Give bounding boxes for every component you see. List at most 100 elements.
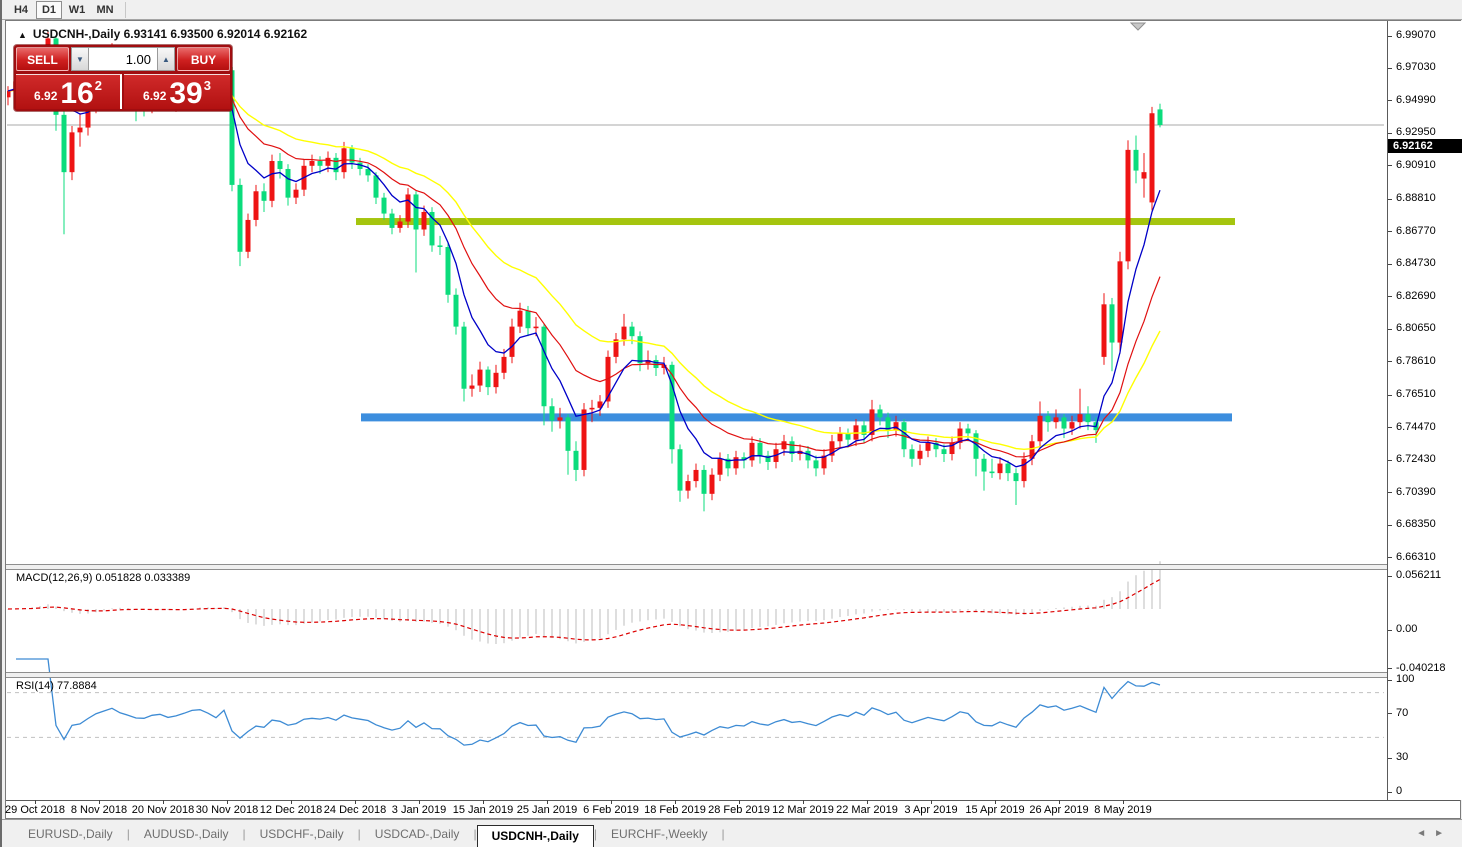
up-candle [949,442,955,455]
price-axis-label-tick [1387,198,1392,200]
panel-splitter-rsi[interactable] [6,672,1460,678]
time-axis-label: 22 Mar 2019 [836,804,898,816]
macd-bar [1127,581,1129,609]
macd-bar [375,609,377,618]
time-axis-label: 18 Feb 2019 [644,804,706,816]
up-candle [693,469,699,482]
macd-bar [631,609,633,623]
down-candle [1085,414,1091,423]
macd-bar [983,609,985,613]
down-candle [525,310,531,329]
ma-yellow-line [7,82,1161,451]
price-axis-label-tick [1387,427,1392,429]
down-candle [637,336,643,364]
buy-button[interactable]: BUY [177,47,230,71]
macd-bar [63,609,65,612]
down-candle [277,161,283,169]
time-axis-tick [291,800,292,804]
price-axis-label: 6.94990 [1396,93,1436,106]
timeframe-button-h4[interactable]: H4 [13,3,29,16]
tab-scroll-right-icon[interactable]: ► [1434,828,1452,839]
macd-bar [783,609,785,624]
up-candle [661,364,667,369]
up-candle [1053,417,1059,423]
up-candle [893,422,899,431]
down-candle [757,442,763,456]
up-candle [253,191,259,220]
down-candle [1013,473,1019,482]
macd-bar [711,609,713,634]
tab-audusd-daily[interactable]: AUDUSD-,Daily [143,826,229,841]
macd-bar [1135,575,1137,609]
up-candle [1021,458,1027,482]
timeframe-button-w1[interactable]: W1 [68,3,86,16]
down-candle [845,433,851,440]
macd-axis-label-tick [1387,629,1392,631]
macd-bar [199,607,201,609]
rsi-axis-label-tick [1387,679,1392,681]
macd-bar [935,609,937,612]
macd-bar [975,609,977,612]
tab-usdcnh-daily[interactable]: USDCNH-,Daily [476,824,594,847]
macd-bar [1103,599,1105,609]
up-candle [645,360,651,364]
sell-button[interactable]: SELL [16,47,69,71]
up-candle [469,385,475,389]
down-candle [765,455,771,462]
up-candle [613,339,619,357]
tab-scroll-left-icon[interactable]: ◄ [1416,828,1435,839]
up-candle [269,161,275,201]
macd-bar [271,609,273,625]
macd-bar [663,609,665,619]
volume-increase-button[interactable]: ▲ [157,47,175,71]
price-axis-label: 6.92950 [1396,126,1436,139]
timeframe-button-d1[interactable]: D1 [36,0,62,19]
macd-bar [1031,609,1033,614]
macd-bar [247,609,249,623]
macd-bar [431,609,433,623]
macd-bar [439,609,441,624]
trade-panel-collapse-icon[interactable]: ▲ [18,30,27,40]
macd-bar [543,609,545,637]
timeframe-toolbar: H4 D1 W1 MN [2,0,1462,20]
timeframe-button-mn[interactable]: MN [96,3,114,16]
buy-price-display[interactable]: 6.92 39 3 [124,74,230,109]
volume-input[interactable] [89,47,157,71]
tab-separator: | [593,826,598,841]
tab-eurchf-weekly[interactable]: EURCHF-,Weekly [611,826,708,841]
down-candle [285,168,291,198]
macd-bar [943,609,945,613]
down-candle [373,175,379,198]
macd-axis-label-tick [1387,668,1392,670]
macd-bar [879,609,881,611]
up-candle [709,474,715,494]
tab-usdcad-daily[interactable]: USDCAD-,Daily [374,826,460,841]
macd-bar [103,609,105,611]
macd-bar [95,609,97,613]
tab-usdchf-daily[interactable]: USDCHF-,Daily [259,826,344,841]
up-candle [717,458,723,475]
down-candle [261,191,267,201]
down-candle [725,458,731,469]
price-axis[interactable]: 6.99070 6.97030 6.94990 6.92950 6.90910 6.888… [1387,21,1462,800]
price-axis-label: 6.70390 [1396,485,1436,498]
macd-bar [367,609,369,617]
up-candle [925,442,931,451]
time-axis-tick [995,800,996,804]
volume-decrease-button[interactable]: ▼ [71,47,89,71]
panel-splitter-macd[interactable] [6,564,1460,570]
macd-bar [1159,561,1161,609]
chart-plot-area[interactable] [6,21,1460,818]
sell-price-display[interactable]: 6.92 16 2 [16,74,122,109]
time-axis-tick [227,800,228,804]
up-candle [293,189,299,198]
up-candle [245,219,251,252]
down-candle [1133,149,1139,171]
macd-bar [1143,570,1145,609]
tab-eurusd-daily[interactable]: EURUSD-,Daily [28,826,113,841]
down-candle [429,211,435,246]
price-axis-label-tick [1387,165,1392,167]
macd-bar [823,609,825,621]
down-candle [461,326,467,389]
down-candle [445,247,451,295]
